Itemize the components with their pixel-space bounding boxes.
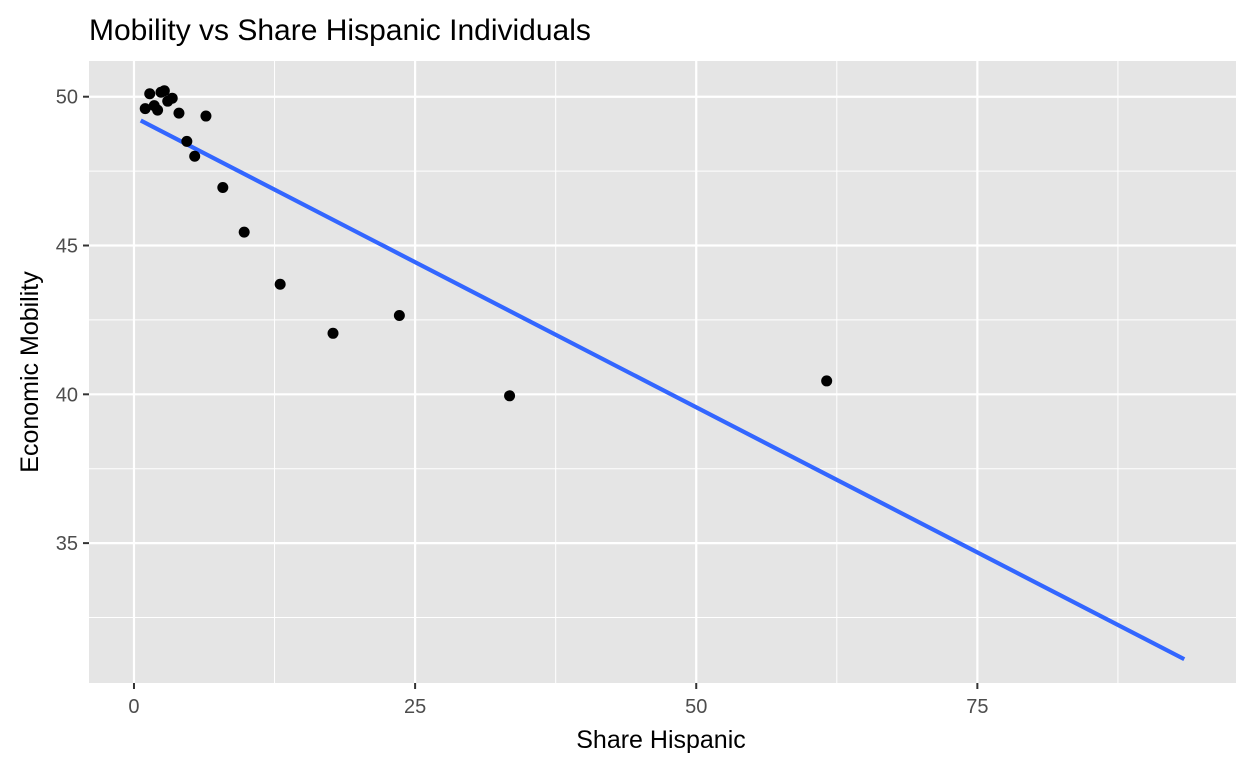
y-tick-label: 50 <box>56 87 78 109</box>
data-point <box>152 104 164 116</box>
data-point <box>821 375 833 387</box>
fit-line <box>139 118 1186 662</box>
x-tick-label: 75 <box>966 696 988 718</box>
x-tick-label: 50 <box>685 696 707 718</box>
x-axis: 0 25 50 75 <box>128 683 988 718</box>
y-axis-label: Economic Mobility <box>16 271 44 473</box>
data-point <box>158 85 170 97</box>
data-point <box>139 103 151 115</box>
data-point <box>200 110 212 122</box>
y-tick-label: 45 <box>56 236 78 258</box>
points-layer <box>139 85 833 402</box>
data-point <box>181 135 193 147</box>
minor-grid <box>89 61 1236 683</box>
data-point <box>144 88 156 100</box>
data-point <box>189 150 201 162</box>
major-grid <box>89 61 1236 683</box>
data-point <box>274 278 286 290</box>
data-point <box>173 107 185 119</box>
fit-line-layer <box>139 118 1186 662</box>
plot-panel <box>89 61 1236 683</box>
chart-title: Mobility vs Share Hispanic Individuals <box>89 14 591 47</box>
x-tick-label: 25 <box>404 696 426 718</box>
data-point <box>238 226 250 238</box>
data-point <box>504 390 516 402</box>
y-tick-label: 40 <box>56 384 78 406</box>
x-tick-label: 0 <box>128 696 139 718</box>
y-axis: 35 40 45 50 <box>56 87 89 555</box>
data-point <box>166 92 178 104</box>
data-point <box>217 181 229 193</box>
y-tick-label: 35 <box>56 533 78 555</box>
data-point <box>393 309 405 321</box>
data-point <box>327 327 339 339</box>
x-axis-label: Share Hispanic <box>576 726 746 754</box>
